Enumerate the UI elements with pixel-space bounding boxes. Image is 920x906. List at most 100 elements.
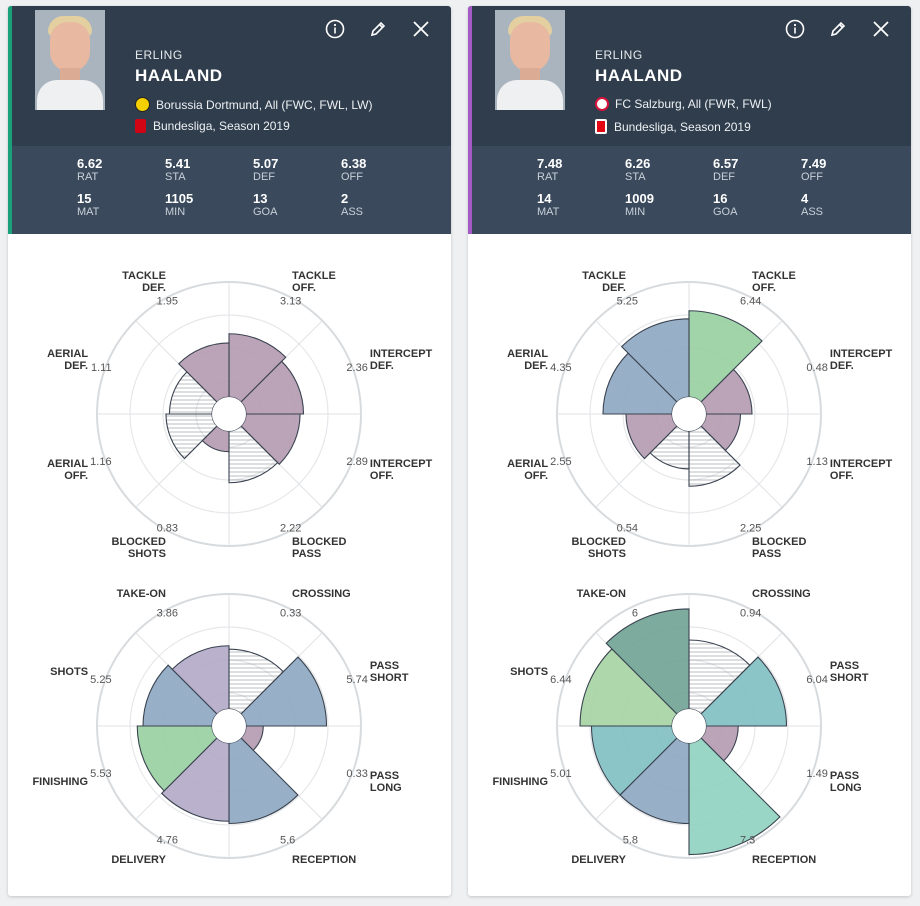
defense-value-5: 2.55 [550, 456, 571, 468]
club-badge-icon [595, 97, 609, 111]
club-badge-icon [135, 97, 150, 112]
stat-label: ASS [341, 206, 364, 218]
league-line: Bundesliga, Season 2019 [153, 119, 290, 133]
defense-value-7: 5.25 [617, 296, 638, 308]
stat-label: MAT [537, 206, 560, 218]
attack-label-4: DELIVERY [111, 854, 166, 866]
attack-value-7: 6 [632, 608, 638, 620]
attack-label-0: CROSSING [292, 588, 351, 600]
attack-value-6: 6.44 [550, 674, 571, 686]
stat-value: 13 [253, 191, 268, 206]
stat-value: 6.38 [341, 156, 367, 171]
defense-label-0: TACKLE [752, 270, 796, 282]
stat-value: 1009 [625, 191, 654, 206]
defense-label-4: SHOTS [128, 548, 166, 560]
defense-value-7: 1.95 [157, 296, 178, 308]
center-hole [212, 397, 246, 431]
info-icon[interactable] [784, 18, 806, 40]
player-header: ERLING HAALAND FC Salzburg, All (FWR, FW… [468, 6, 911, 146]
defense-sector-3 [228, 425, 279, 484]
stat-value: 2 [341, 191, 349, 206]
defense-value-2: 1.13 [806, 456, 827, 468]
stat-ass: 2 ASS [341, 191, 421, 219]
close-icon[interactable] [870, 18, 892, 40]
center-hole [212, 709, 246, 743]
defense-label-0: TACKLE [292, 270, 336, 282]
stat-label: MAT [77, 206, 100, 218]
player-header: ERLING HAALAND Borussia Dortmund, All (F… [8, 6, 451, 146]
defense-label-2: INTERCEPT [830, 458, 893, 470]
player-photo [495, 10, 565, 110]
stat-label: DEF [253, 171, 275, 183]
edit-icon[interactable] [367, 18, 389, 40]
attack-label-1: PASS [370, 660, 399, 672]
first-name: ERLING [135, 48, 183, 62]
defense-sector-1 [700, 368, 753, 415]
defense-value-4: 0.54 [617, 522, 638, 534]
defense-label-4: BLOCKED [112, 536, 166, 548]
attack-value-6: 5.25 [90, 674, 111, 686]
defense-label-5: AERIAL [507, 458, 548, 470]
stat-goa: 16 GOA [713, 192, 793, 219]
defense-label-3: PASS [752, 548, 781, 560]
stat-value: 1105 [165, 191, 194, 206]
attack-value-5: 5.01 [550, 768, 571, 780]
stat-label: OFF [341, 171, 363, 183]
attack-value-4: 5.8 [623, 834, 638, 846]
league-line: Bundesliga, Season 2019 [614, 119, 751, 134]
stat-label: MIN [625, 206, 646, 218]
attack-label-3: RECEPTION [752, 854, 816, 866]
stat-value: 7.49 [801, 156, 827, 171]
stat-sta: 5.41 STA [165, 156, 245, 184]
defense-label-7: DEF. [602, 282, 626, 294]
defense-value-5: 1.16 [90, 456, 111, 468]
last-name: HAALAND [595, 66, 683, 85]
stat-value: 14 [537, 191, 552, 206]
defense-label-5: OFF. [64, 470, 88, 482]
defense-value-1: 0.48 [806, 362, 827, 374]
stat-mat: 14 MAT [537, 191, 617, 219]
defense-label-1: INTERCEPT [830, 348, 893, 360]
league-logo-icon [135, 119, 146, 133]
attack-label-6: SHOTS [510, 666, 548, 678]
attack-label-2: LONG [830, 782, 862, 794]
close-icon[interactable] [410, 18, 432, 40]
stat-label: MIN [165, 206, 186, 218]
stat-rat: 7.48 RAT [537, 157, 617, 184]
attack-value-7: 3.86 [157, 608, 178, 620]
stat-label: RAT [537, 171, 559, 183]
stat-label: RAT [77, 171, 99, 183]
stat-goa: 13 GOA [253, 191, 333, 219]
accent-bar [8, 6, 12, 146]
stat-min: 1009 MIN [625, 191, 705, 219]
info-icon[interactable] [324, 18, 346, 40]
stat-label: GOA [253, 206, 278, 218]
club-line: FC Salzburg, All (FWR, FWL) [615, 97, 772, 111]
defense-label-7: DEF. [142, 282, 166, 294]
stats-bar: 6.62 RAT 5.41 STA 5.07 DEF 6.38 OFF 15 MAT 1105 MIN… [8, 146, 451, 234]
defense-label-3: BLOCKED [292, 536, 346, 548]
stat-label: STA [625, 171, 646, 183]
attack-label-7: TAKE-ON [117, 588, 166, 600]
stat-rat: 6.62 RAT [77, 157, 157, 184]
stat-value: 4 [801, 191, 809, 206]
center-hole [672, 709, 706, 743]
attack-label-1: PASS [830, 660, 859, 672]
center-hole [672, 397, 706, 431]
stat-def: 5.07 DEF [253, 157, 333, 184]
defense-label-6: DEF. [64, 360, 88, 372]
attack-label-2: PASS [370, 770, 399, 782]
stat-value: 5.41 [165, 156, 191, 171]
defense-sector-2 [240, 413, 301, 466]
attack-label-1: SHORT [370, 672, 409, 684]
attack-value-3: 5.6 [280, 834, 295, 846]
stat-value: 6.26 [625, 156, 651, 171]
edit-icon[interactable] [827, 18, 849, 40]
attack-sector-3 [228, 737, 299, 825]
attack-sector-3 [688, 737, 781, 856]
